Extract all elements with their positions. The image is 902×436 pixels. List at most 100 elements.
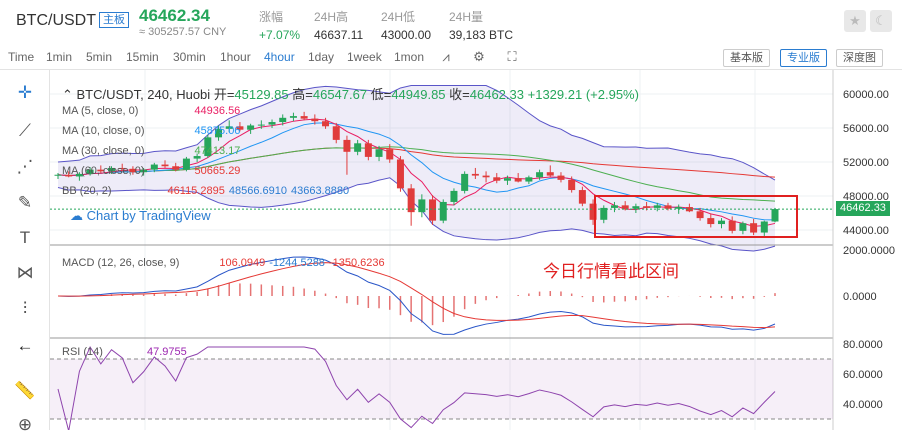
drawing-tools: ✛ ⟋ ⋰ ✎ T ⋈ ⫶ ← 📏 ⊕ — [0, 70, 50, 434]
indicator-value: 44936.56 — [194, 105, 241, 117]
annotation-text: 今日行情看此区间 — [543, 262, 679, 281]
candle-body — [204, 137, 212, 157]
signal-line — [57, 262, 776, 329]
stat-high: 24H高 46637.11 — [314, 8, 363, 42]
macd-legend[interactable]: MACD (12, 26, close, 9) 106.0949 -1244.528… — [62, 257, 385, 269]
candle-body — [289, 116, 297, 118]
macd-axis-label: 0.0000 — [843, 291, 877, 303]
header-icons: ★ ☾ — [840, 10, 892, 32]
back-arrow-icon[interactable]: ← — [16, 336, 34, 355]
tf-15min[interactable]: 15min — [126, 50, 159, 64]
tf-time[interactable]: Time — [8, 50, 35, 64]
ohlc-legend: ⌃ BTC/USDT, 240, Huobi 开=45129.85 高=4654… — [62, 84, 639, 103]
legend-arrow-icon: ⌃ — [62, 87, 77, 102]
price-axis-label: 48000.00 — [843, 191, 889, 203]
candle-body — [108, 167, 116, 172]
ma60-legend[interactable]: MA (60, close, 0) 50665.29 — [62, 165, 240, 177]
macd-axis-label: 2000.0000 — [843, 245, 895, 257]
candle-body — [450, 190, 458, 202]
tf-1day[interactable]: 1day — [308, 50, 335, 64]
tf-5min[interactable]: 5min — [86, 50, 113, 64]
candle-body — [418, 199, 426, 213]
fullscreen-icon[interactable]: ⛶ — [507, 49, 517, 64]
macd-value: -1244.5288 — [269, 257, 325, 269]
tf-1hour[interactable]: 1hour — [220, 50, 251, 64]
indicator-name: MA (10, close, 0) — [62, 125, 145, 137]
indicator-name: MA (60, close, 0) — [62, 165, 145, 177]
tf-1mon[interactable]: 1mon — [394, 50, 425, 64]
pattern-icon[interactable]: ⋈ — [16, 263, 34, 282]
candle-body — [675, 207, 683, 209]
signal-value: -1350.6236 — [328, 257, 385, 269]
candle-body — [760, 221, 768, 233]
cny-price: ≈ 305257.57 CNY — [139, 26, 227, 38]
tf-4hour[interactable]: 4hour — [264, 50, 295, 64]
indicator-name: RSI (14) — [62, 346, 103, 358]
candle-body — [193, 156, 201, 159]
last-price-tag: 46462.33 — [836, 201, 890, 216]
candle-body — [546, 172, 554, 176]
settings-icon[interactable]: ⚙ — [473, 49, 485, 64]
text-icon[interactable]: T — [19, 228, 31, 247]
candle-body — [375, 149, 383, 157]
indicator-name: BB (20, 2) — [62, 185, 112, 197]
candle-body — [750, 223, 758, 233]
candle-body — [557, 175, 565, 180]
indicator-name: MA (30, close, 0) — [62, 145, 145, 157]
candle-body — [525, 177, 533, 182]
candle-body — [386, 149, 394, 160]
candle-body — [536, 172, 544, 178]
candle-body — [161, 164, 169, 167]
open-value: 45129.85 — [234, 87, 289, 102]
zoom-in-icon[interactable]: ⊕ — [17, 415, 33, 434]
view-basic-button[interactable]: 基本版 — [723, 49, 770, 67]
low-value: 44949.85 — [391, 87, 446, 102]
candle-body — [739, 223, 747, 231]
indicator-icon[interactable]: ⩘ — [442, 49, 450, 64]
candle-body — [728, 220, 736, 231]
candle-body — [75, 173, 83, 177]
bollinger-upper-line — [57, 85, 776, 181]
price-chart[interactable]: 60000.00 56000.00 52000.00 48000.00 44000.00… — [50, 70, 902, 430]
cloud-icon: ☁ — [70, 208, 87, 223]
ticker-header: BTC/USDT 主板 46462.34 ≈ 305257.57 CNY 涨幅 +7… — [0, 0, 902, 44]
trendline-icon[interactable]: ⟋ — [19, 121, 31, 140]
pair-title[interactable]: BTC/USDT 主板 — [16, 12, 129, 30]
low-label: 低= — [370, 87, 392, 102]
macd-hist-value: 106.0949 — [219, 257, 266, 269]
stat-label: 涨幅 — [259, 10, 284, 24]
view-pro-button[interactable]: 专业版 — [780, 49, 827, 67]
candle-body — [771, 209, 779, 222]
candle-body — [514, 178, 522, 182]
tradingview-watermark[interactable]: ☁ Chart by TradingView — [70, 208, 211, 224]
moon-icon[interactable]: ☾ — [870, 10, 892, 32]
view-depth-button[interactable]: 深度图 — [836, 49, 883, 67]
ma30-legend[interactable]: MA (30, close, 0) 47413.17 — [62, 145, 240, 157]
indicator-value: 47413.17 — [194, 145, 241, 157]
ma10-legend[interactable]: MA (10, close, 0) 45875.06 — [62, 125, 240, 137]
candle-body — [407, 188, 415, 213]
price-axis-label: 60000.00 — [843, 89, 889, 101]
brush-icon[interactable]: ✎ — [17, 193, 33, 212]
candle-body — [300, 116, 308, 119]
crosshair-icon[interactable]: ✛ — [17, 83, 33, 102]
ma5-legend[interactable]: MA (5, close, 0) 44936.56 — [62, 105, 240, 117]
fork-icon[interactable]: ⫶ — [22, 299, 28, 318]
rsi-legend[interactable]: RSI (14) 47.9755 — [62, 346, 187, 358]
bb-legend[interactable]: BB (20, 2) 46115.2895 48566.6910 43663.8880 — [62, 185, 349, 197]
candle-body — [364, 143, 372, 157]
pair-name: BTC/USDT — [16, 12, 96, 29]
candle-body — [150, 164, 158, 170]
star-icon[interactable]: ★ — [844, 10, 866, 32]
bollinger-lower-line — [57, 177, 776, 252]
price-axis-label: 56000.00 — [843, 123, 889, 135]
tf-1week[interactable]: 1week — [347, 50, 382, 64]
candle-body — [578, 190, 586, 204]
timeframe-toolbar: Time 1min 5min 15min 30min 1hour 4hour 1… — [0, 44, 902, 70]
ruler-icon[interactable]: 📏 — [14, 381, 36, 400]
candle-body — [354, 143, 362, 152]
fibonacci-icon[interactable]: ⋰ — [16, 157, 34, 176]
tf-30min[interactable]: 30min — [173, 50, 206, 64]
stat-label: 24H低 — [381, 10, 416, 24]
tf-1min[interactable]: 1min — [46, 50, 73, 64]
